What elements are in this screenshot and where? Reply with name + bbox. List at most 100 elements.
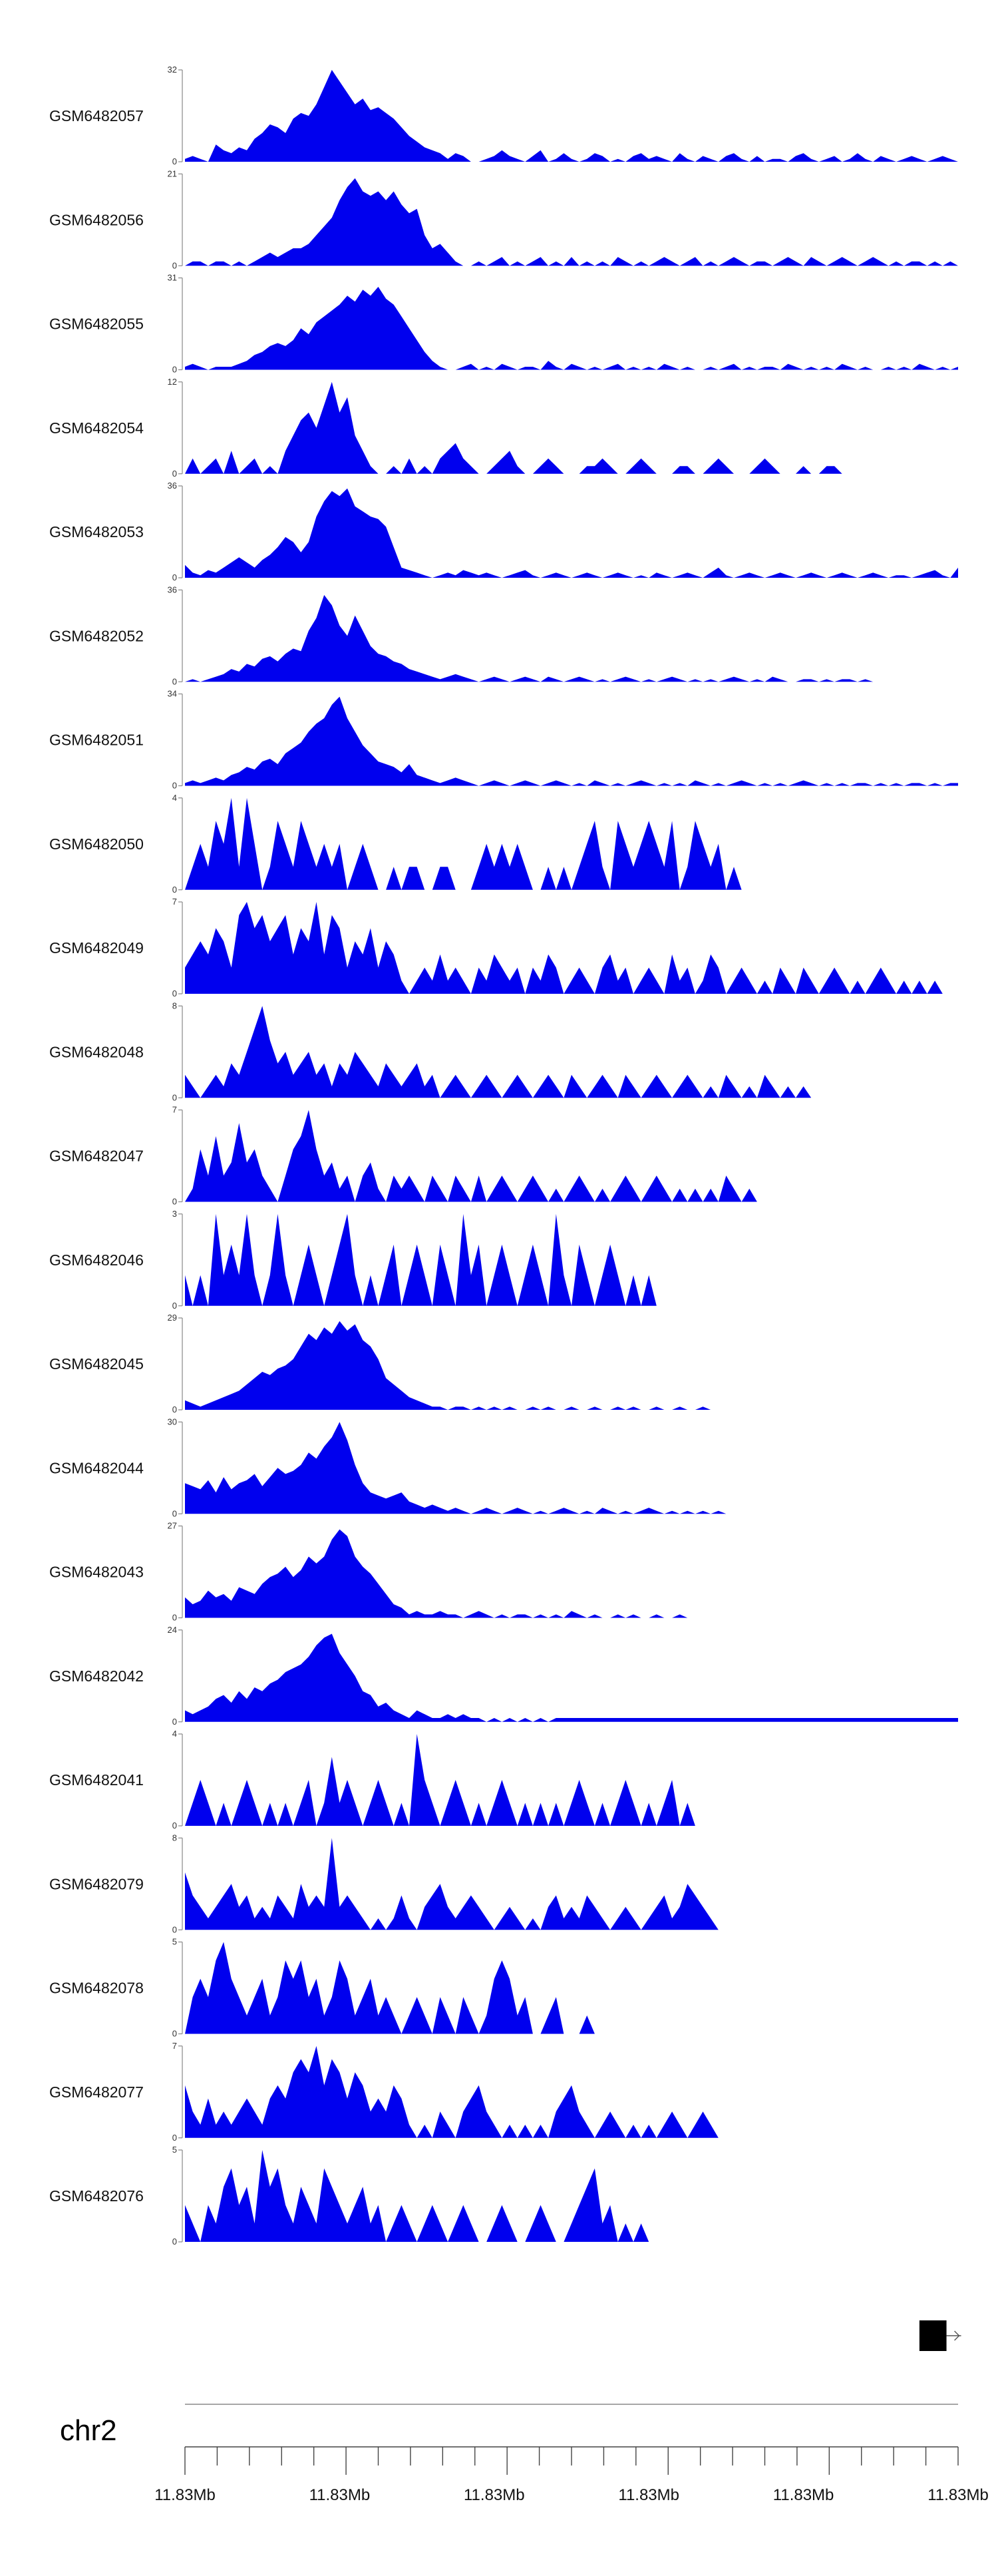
- y-tick-label-max: 24: [168, 1625, 177, 1635]
- track-label: GSM6482044: [49, 1459, 144, 1476]
- coverage-area: [185, 1110, 958, 1202]
- coverage-area: [185, 1321, 958, 1410]
- track-label: GSM6482054: [49, 419, 144, 437]
- coverage-area: [185, 286, 958, 370]
- coverage-area: [185, 1633, 958, 1722]
- track-label: GSM6482051: [49, 732, 144, 749]
- y-tick-label-max: 3: [172, 1209, 177, 1219]
- genome-axis: chr2 11.83Mb 11.83Mb 11.83Mb 11.83Mb 11.83Mb…: [60, 2404, 989, 2504]
- y-tick-label-max: 4: [172, 1729, 177, 1739]
- y-tick-label-zero: 0: [172, 885, 177, 895]
- coverage-area: [185, 1422, 958, 1514]
- y-tick-label-zero: 0: [172, 365, 177, 375]
- track-GSM6482051: GSM6482051 34 0: [49, 689, 958, 791]
- y-tick-label-max: 7: [172, 897, 177, 907]
- track-GSM6482079: GSM6482079 8 0: [49, 1832, 958, 1934]
- track-label: GSM6482077: [49, 2083, 144, 2101]
- y-tick-label-max: 34: [168, 689, 177, 699]
- axis-tick-label: 11.83Mb: [154, 2486, 216, 2504]
- coverage-area: [185, 1734, 958, 1826]
- track-GSM6482057: GSM6482057 32 0: [49, 65, 958, 166]
- axis-tick-label: 11.83Mb: [618, 2486, 679, 2504]
- coverage-area: [185, 381, 958, 474]
- y-tick-label-zero: 0: [172, 260, 177, 270]
- axis-tick-label: 11.83Mb: [464, 2486, 525, 2504]
- y-tick-label-max: 8: [172, 1000, 177, 1010]
- track-GSM6482045: GSM6482045 29 0: [49, 1313, 958, 1414]
- y-tick-label-zero: 0: [172, 988, 177, 998]
- track-label: GSM6482045: [49, 1355, 144, 1373]
- track-label: GSM6482055: [49, 316, 144, 333]
- coverage-area: [185, 178, 958, 266]
- track-label: GSM6482049: [49, 939, 144, 957]
- coverage-area: [185, 70, 958, 162]
- track-label: GSM6482057: [49, 107, 144, 124]
- track-label: GSM6482076: [49, 2187, 144, 2205]
- coverage-area: [185, 1838, 958, 1930]
- y-tick-label-max: 4: [172, 793, 177, 803]
- coverage-area: [185, 2045, 958, 2138]
- coverage-tracks: GSM6482057320GSM6482056210GSM6482055310G…: [49, 65, 958, 2247]
- coverage-area: [185, 2150, 958, 2242]
- y-tick-label-zero: 0: [172, 1821, 177, 1830]
- track-label: GSM6482041: [49, 1771, 144, 1789]
- track-GSM6482053: GSM6482053 36 0: [49, 481, 958, 582]
- coverage-area: [185, 1006, 958, 1098]
- track-label: GSM6482043: [49, 1564, 144, 1581]
- track-GSM6482049: GSM6482049 7 0: [49, 897, 958, 998]
- track-label: GSM6482078: [49, 1980, 144, 1997]
- coverage-area: [185, 594, 958, 682]
- y-tick-label-max: 27: [168, 1521, 177, 1531]
- y-tick-label-max: 29: [168, 1313, 177, 1323]
- track-GSM6482046: GSM6482046 3 0: [49, 1209, 958, 1311]
- y-tick-label-zero: 0: [172, 469, 177, 479]
- y-tick-label-max: 36: [168, 584, 177, 594]
- track-GSM6482048: GSM6482048 8 0: [49, 1000, 958, 1102]
- gene-annotation-track: [919, 2320, 961, 2351]
- axis-tick-label: 11.83Mb: [927, 2486, 989, 2504]
- track-label: GSM6482048: [49, 1043, 144, 1060]
- y-tick-label-zero: 0: [172, 2237, 177, 2247]
- y-tick-label-max: 21: [168, 168, 177, 178]
- y-tick-label-max: 30: [168, 1416, 177, 1426]
- y-tick-label-zero: 0: [172, 781, 177, 791]
- y-tick-label-zero: 0: [172, 1613, 177, 1623]
- y-tick-label-zero: 0: [172, 1717, 177, 1727]
- y-tick-label-max: 8: [172, 1832, 177, 1842]
- track-GSM6482054: GSM6482054 12 0: [49, 377, 958, 479]
- y-tick-label-max: 31: [168, 273, 177, 283]
- track-GSM6482043: GSM6482043 27 0: [49, 1521, 958, 1623]
- y-tick-label-zero: 0: [172, 1508, 177, 1518]
- y-tick-label-max: 12: [168, 377, 177, 387]
- track-label: GSM6482056: [49, 211, 144, 228]
- y-tick-label-zero: 0: [172, 572, 177, 582]
- coverage-area: [185, 696, 958, 786]
- track-GSM6482052: GSM6482052 36 0: [49, 584, 958, 686]
- track-GSM6482041: GSM6482041 4 0: [49, 1729, 958, 1830]
- y-tick-label-max: 7: [172, 1105, 177, 1115]
- y-tick-label-max: 5: [172, 1937, 177, 1947]
- chromosome-label: chr2: [60, 2414, 117, 2447]
- y-tick-label-zero: 0: [172, 676, 177, 686]
- track-GSM6482077: GSM6482077 7 0: [49, 2041, 958, 2143]
- coverage-area: [185, 1213, 958, 1306]
- track-GSM6482055: GSM6482055 31 0: [49, 273, 958, 375]
- y-tick-label-zero: 0: [172, 2133, 177, 2143]
- track-label: GSM6482042: [49, 1667, 144, 1685]
- track-GSM6482078: GSM6482078 5 0: [49, 1937, 958, 2039]
- track-GSM6482056: GSM6482056 21 0: [49, 168, 958, 270]
- track-GSM6482076: GSM6482076 5 0: [49, 2145, 958, 2247]
- y-tick-label-zero: 0: [172, 2029, 177, 2039]
- track-GSM6482050: GSM6482050 4 0: [49, 793, 958, 895]
- coverage-area: [185, 902, 958, 994]
- y-tick-label-zero: 0: [172, 1197, 177, 1207]
- gene-exon: [919, 2320, 947, 2351]
- gene-strand-arrow: [954, 2330, 960, 2341]
- track-label: GSM6482079: [49, 1875, 144, 1892]
- y-tick-label-zero: 0: [172, 1404, 177, 1414]
- coverage-area: [185, 1529, 958, 1618]
- y-tick-label-zero: 0: [172, 1924, 177, 1934]
- track-label: GSM6482047: [49, 1148, 144, 1165]
- y-tick-label-zero: 0: [172, 1301, 177, 1311]
